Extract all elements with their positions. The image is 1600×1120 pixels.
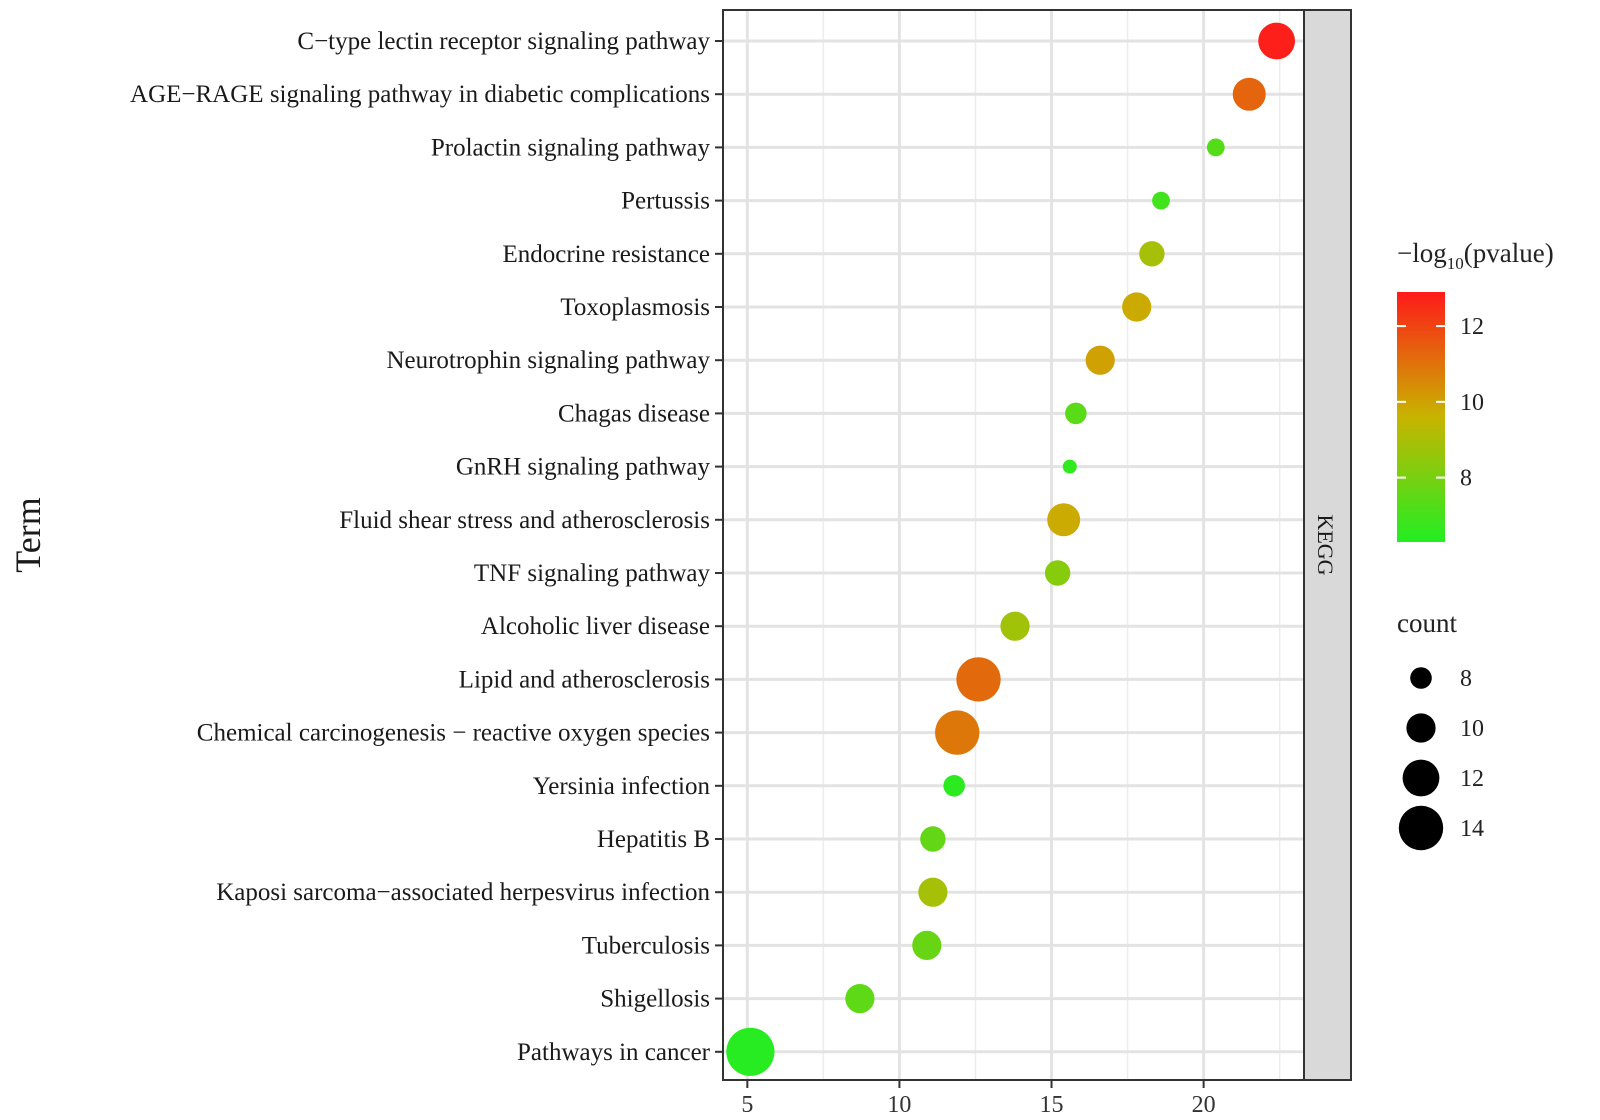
data-point <box>912 930 942 961</box>
term-label: Neurotrophin signaling pathway <box>386 347 710 374</box>
size-legend-label: 14 <box>1460 816 1484 842</box>
data-point <box>1062 459 1077 474</box>
colorbar-tick-label: 8 <box>1460 466 1472 492</box>
facet-strip-background <box>1303 9 1352 1081</box>
y-axis: C−type lectin receptor signaling pathway… <box>130 28 723 1066</box>
data-point <box>1122 292 1152 322</box>
size-legend-label: 8 <box>1460 666 1472 692</box>
data-point <box>918 877 948 907</box>
data-point <box>935 710 980 755</box>
data-point <box>1000 611 1030 641</box>
data-point <box>1047 503 1081 537</box>
facet-strip-label: KEGG <box>1313 514 1338 575</box>
plot-background <box>723 10 1304 1080</box>
term-label: Chemical carcinogenesis − reactive oxyge… <box>197 720 710 747</box>
color-legend-title-sub: 10 <box>1447 254 1464 273</box>
data-point <box>956 657 1001 702</box>
data-point <box>1044 560 1071 586</box>
data-point <box>726 1027 775 1076</box>
data-point <box>943 775 965 797</box>
data-point <box>1258 22 1296 60</box>
x-axis: 5 10 15 20 <box>741 1080 1216 1118</box>
size-legend-items: 8 10 12 14 <box>1398 666 1484 851</box>
size-legend-label: 12 <box>1460 766 1484 792</box>
size-legend-title: count <box>1397 608 1457 638</box>
colorbar-tick-label: 12 <box>1460 314 1484 340</box>
term-label: Toxoplasmosis <box>560 294 710 321</box>
data-points <box>726 22 1296 1076</box>
size-legend: count 8 10 12 14 <box>1397 608 1484 851</box>
size-legend-label: 10 <box>1460 716 1484 742</box>
x-tick-label: 15 <box>1040 1092 1064 1118</box>
term-label: Endocrine resistance <box>502 241 710 268</box>
size-legend-dot <box>1402 759 1440 797</box>
color-legend-title-prefix: −log <box>1397 238 1447 268</box>
data-point <box>1152 191 1170 210</box>
data-point <box>845 984 875 1014</box>
term-label: Shigellosis <box>600 986 710 1013</box>
colorbar-ticks: 8 10 12 <box>1397 314 1484 492</box>
term-label: Chagas disease <box>558 400 710 427</box>
term-label: AGE−RAGE signaling pathway in diabetic c… <box>130 81 710 108</box>
term-label: Fluid shear stress and atherosclerosis <box>339 507 710 534</box>
term-label: Kaposi sarcoma−associated herpesvirus in… <box>216 879 710 906</box>
size-legend-dot <box>1410 667 1432 689</box>
term-label: Pathways in cancer <box>517 1039 711 1066</box>
x-tick-label: 20 <box>1192 1092 1216 1118</box>
major-gridlines <box>723 10 1304 1080</box>
colorbar-tick-label: 10 <box>1460 390 1484 416</box>
data-point <box>1206 138 1225 157</box>
data-point <box>1065 402 1087 425</box>
term-label: Alcoholic liver disease <box>481 613 710 640</box>
size-legend-dot <box>1398 805 1444 851</box>
data-point <box>1139 241 1165 267</box>
facet-strip: KEGG <box>1303 9 1352 1081</box>
y-axis-title: Term <box>8 497 48 572</box>
data-point <box>920 826 946 852</box>
term-label: Lipid and atherosclerosis <box>459 666 710 693</box>
x-tick-label: 10 <box>887 1092 911 1118</box>
term-label: TNF signaling pathway <box>474 560 711 587</box>
term-label: Yersinia infection <box>533 773 711 800</box>
term-label: C−type lectin receptor signaling pathway <box>297 28 710 55</box>
term-label: GnRH signaling pathway <box>456 454 711 481</box>
x-tick-label: 5 <box>741 1092 753 1118</box>
color-legend-title-suffix: (pvalue) <box>1464 238 1554 268</box>
minor-gridlines <box>822 10 1281 1080</box>
data-point <box>1232 77 1266 111</box>
term-label: Hepatitis B <box>597 826 710 853</box>
term-label: Prolactin signaling pathway <box>431 134 711 161</box>
term-label: Tuberculosis <box>582 932 710 959</box>
color-legend-title: −log10(pvalue) <box>1397 238 1554 273</box>
colorbar <box>1397 292 1445 542</box>
size-legend-dot <box>1406 713 1436 743</box>
term-label: Pertussis <box>621 188 710 215</box>
data-point <box>1085 345 1115 375</box>
plot-panel <box>722 9 1305 1081</box>
